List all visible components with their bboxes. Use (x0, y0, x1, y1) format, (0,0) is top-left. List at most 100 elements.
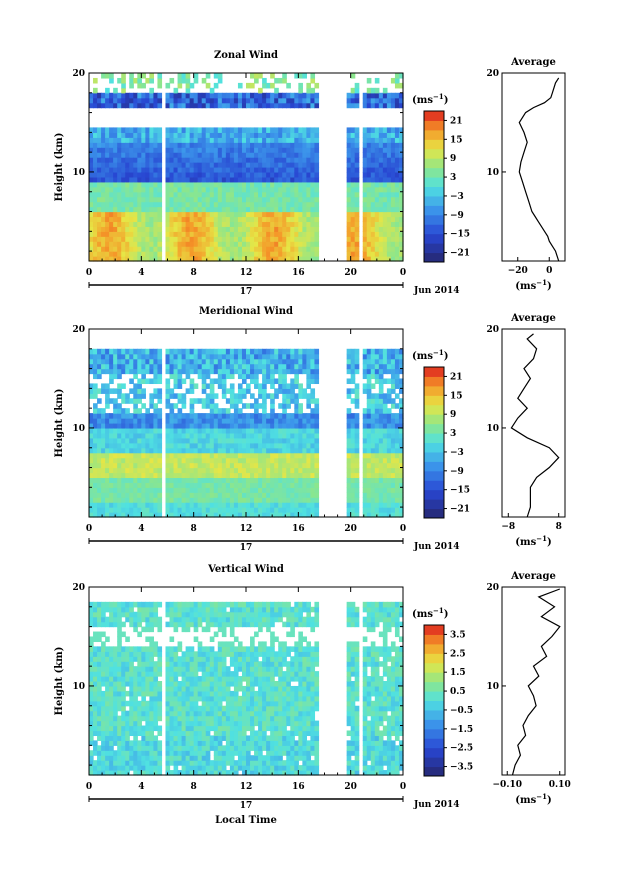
heatmap-cell (133, 442, 138, 449)
heatmap-cell (270, 408, 275, 414)
heatmap-cell (101, 413, 106, 419)
heatmap-cell (233, 423, 239, 429)
heatmap-cell (169, 437, 175, 444)
heatmap-cell (310, 512, 316, 518)
heatmap-cell (390, 221, 396, 227)
heatmap-cell (225, 512, 231, 518)
heatmap-cell (133, 241, 138, 247)
heatmap-cell (270, 162, 275, 168)
heatmap-cell (294, 497, 299, 503)
heatmap-cell (278, 413, 283, 419)
heatmap-cell (246, 358, 251, 365)
heatmap-cell (209, 447, 215, 454)
heatmap-cell (113, 137, 118, 143)
heatmap-cell (117, 196, 122, 203)
heatmap-cell (129, 82, 134, 89)
heatmap-cell (346, 147, 352, 153)
heatmap-cell (354, 497, 360, 503)
heatmap-cell (237, 127, 243, 133)
heatmap-cell (89, 507, 94, 513)
heatmap-cell (129, 690, 134, 697)
heatmap-cell (362, 231, 368, 237)
heatmap-cell (394, 211, 400, 218)
heatmap-cell (93, 132, 98, 138)
heatmap-cell (302, 487, 307, 493)
heatmap-cell (237, 201, 243, 208)
heatmap-cell (165, 251, 171, 257)
heatmap-cell (201, 246, 207, 252)
heatmap-cell (129, 715, 134, 722)
heatmap-cell (173, 437, 179, 444)
heatmap-cell (113, 700, 118, 707)
heatmap-cell (105, 512, 110, 518)
heatmap-cell (382, 97, 388, 104)
heatmap-cell (141, 388, 146, 394)
heatmap-cell (310, 482, 316, 488)
heatmap-cell (189, 92, 195, 99)
heatmap-cell (89, 611, 94, 618)
heatmap-cell (278, 418, 283, 424)
heatmap-cell (398, 216, 404, 223)
heatmap-cell (254, 502, 259, 508)
heatmap-cell (266, 418, 271, 424)
heatmap-cell (362, 246, 368, 252)
heatmap-cell (221, 211, 227, 218)
heatmap-cell (270, 507, 275, 513)
heatmap-cell (225, 348, 231, 355)
colorbar-tick-label: 21 (450, 116, 463, 126)
heatmap-cell (125, 127, 130, 133)
heatmap-cell (173, 457, 179, 464)
heatmap-cell (109, 725, 114, 732)
heatmap-cell (113, 661, 118, 667)
heatmap-cell (125, 167, 130, 173)
heatmap-cell (314, 403, 320, 409)
heatmap-cell (89, 256, 94, 262)
heatmap-cell (346, 206, 352, 213)
heatmap-cell (246, 211, 251, 218)
heatmap-cell (101, 186, 106, 193)
heatmap-cell (382, 368, 388, 375)
heatmap-cell (250, 216, 255, 223)
heatmap-cell (233, 201, 239, 208)
heatmap-cell (229, 251, 235, 257)
heatmap-cell (129, 477, 134, 483)
heatmap-cell (181, 73, 187, 79)
heatmap-cell (366, 423, 372, 429)
heatmap-cell (137, 152, 142, 158)
heatmap-cell (145, 77, 150, 84)
heatmap-cell (121, 725, 126, 732)
heatmap-cell (346, 482, 352, 488)
heatmap-cell (97, 191, 102, 198)
heatmap-cell (229, 92, 235, 99)
heatmap-cell (250, 162, 255, 168)
heatmap-cell (241, 363, 247, 370)
heatmap-cell (121, 685, 126, 692)
heatmap-cell (205, 383, 211, 389)
heatmap-cell (185, 147, 191, 153)
heatmap-cell (270, 181, 275, 188)
heatmap-cell (262, 221, 267, 227)
heatmap-cell (125, 437, 130, 444)
heatmap-cell (201, 186, 207, 193)
date-label: 17 (240, 543, 253, 553)
heatmap-cell (374, 497, 380, 503)
y-tick-label: 10 (72, 168, 85, 178)
heatmap-cell (310, 162, 316, 168)
heatmap-cell (394, 442, 400, 449)
heatmap-cell (386, 472, 392, 479)
heatmap-cell (306, 447, 312, 454)
heatmap-cell (113, 457, 118, 464)
heatmap-cell (262, 196, 267, 203)
heatmap-cell (229, 437, 235, 444)
heatmap-cell (378, 413, 384, 419)
heatmap-cell (246, 487, 251, 493)
heatmap-cell (133, 671, 138, 677)
heatmap-cell (229, 487, 235, 493)
heatmap-cell (314, 373, 320, 380)
heatmap-cell (354, 457, 360, 464)
heatmap-cell (113, 437, 118, 444)
heatmap-cell (165, 482, 171, 488)
heatmap-cell (117, 408, 122, 414)
heatmap-cell (169, 147, 175, 153)
date-label: 17 (240, 287, 253, 297)
